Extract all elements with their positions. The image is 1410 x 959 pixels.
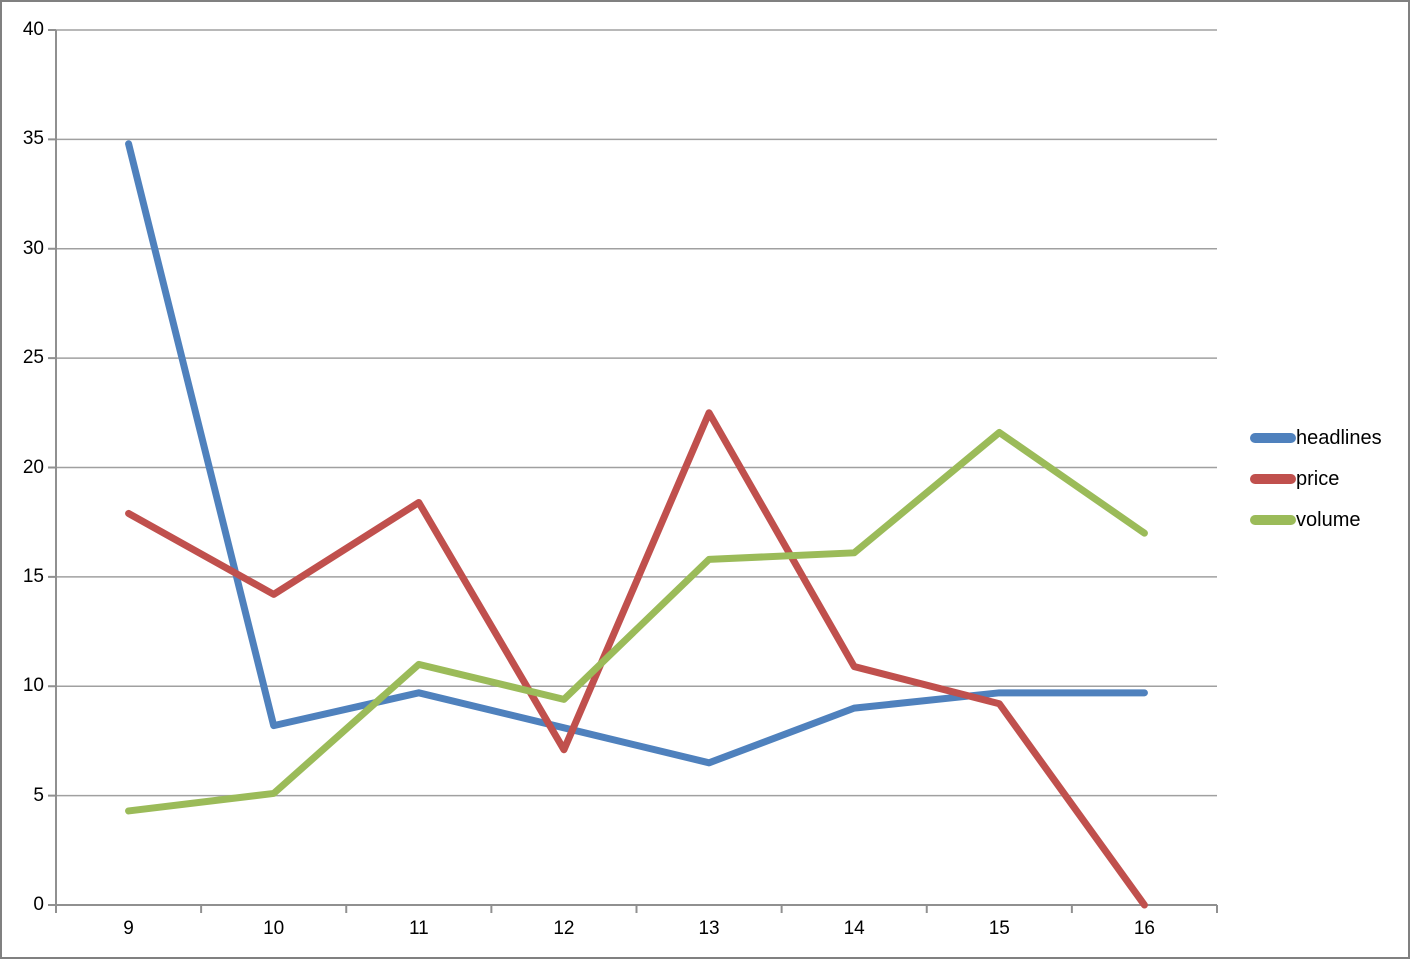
legend-item-headlines[interactable]: headlines — [1250, 426, 1382, 450]
x-axis-label-9: 9 — [123, 918, 134, 939]
legend-swatch-price — [1250, 474, 1296, 484]
legend-label-headlines: headlines — [1296, 426, 1382, 449]
y-axis-label-35: 35 — [22, 128, 44, 150]
series-line-price — [125, 409, 1148, 909]
legend-label-volume: volume — [1296, 508, 1361, 531]
y-axis-label-15: 15 — [22, 565, 44, 587]
legend-label-price: price — [1296, 467, 1340, 490]
y-axis-label-20: 20 — [22, 456, 44, 478]
x-axis-label-12: 12 — [553, 918, 575, 939]
legend-swatch-headlines — [1250, 433, 1296, 443]
y-axis-label-25: 25 — [22, 347, 44, 369]
x-axis-label-13: 13 — [698, 918, 720, 939]
x-axis-label-16: 16 — [1133, 918, 1155, 939]
series-line-headlines — [125, 140, 1148, 767]
x-axis-label-14: 14 — [843, 918, 865, 939]
legend-item-price[interactable]: price — [1250, 467, 1339, 491]
y-axis-label-5: 5 — [33, 784, 44, 806]
x-axis-label-11: 11 — [408, 918, 429, 939]
legend-swatch-volume — [1250, 515, 1296, 525]
series-line-volume — [125, 429, 1148, 815]
y-axis-label-0: 0 — [33, 894, 44, 915]
y-axis-label-40: 40 — [22, 19, 44, 40]
legend-item-volume[interactable]: volume — [1250, 508, 1360, 532]
y-axis-label-10: 10 — [22, 675, 44, 697]
x-axis-label-10: 10 — [263, 918, 285, 939]
x-axis-label-15: 15 — [988, 918, 1010, 939]
y-axis-label-30: 30 — [22, 237, 44, 259]
